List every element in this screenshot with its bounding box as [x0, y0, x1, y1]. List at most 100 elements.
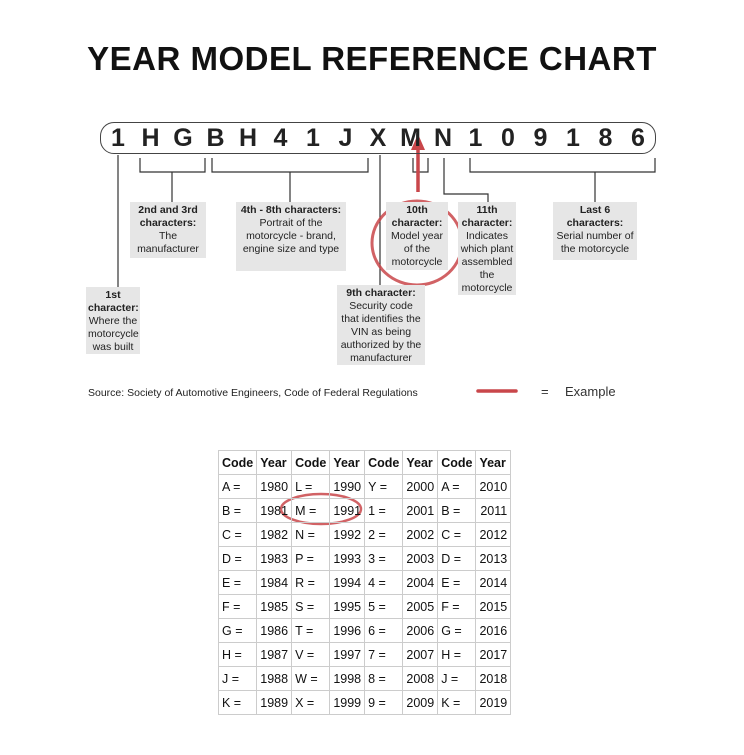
code-cell: Y =: [364, 474, 404, 499]
vin-character: 1: [111, 124, 125, 152]
table-row: C = 1982 N = 1992 2 = 2002 C = 2012: [217, 522, 512, 547]
code-cell: 9 =: [364, 690, 404, 715]
code-cell: 6 =: [364, 618, 404, 643]
bracket-last-6: [469, 158, 656, 202]
year-cell: 1980: [256, 474, 293, 499]
code-cell: G =: [437, 618, 477, 643]
year-cell: 2004: [402, 570, 439, 595]
header-code: Code: [217, 450, 258, 475]
year-cell: 1983: [256, 546, 293, 571]
year-cell: 1993: [329, 546, 366, 571]
header-year: Year: [256, 450, 293, 475]
year-cell: 1996: [329, 618, 366, 643]
code-cell: F =: [437, 594, 477, 619]
table-header-row: Code Year Code Year Code Year Code Year: [217, 450, 512, 475]
year-cell: 2010: [475, 474, 512, 499]
code-cell: E =: [217, 570, 258, 595]
bracket-10th: [412, 158, 429, 173]
vin-character: 1: [566, 124, 580, 152]
year-cell: 1985: [256, 594, 293, 619]
label-9th: 9th character: Security code that identif…: [337, 285, 425, 365]
vin-character: 1: [306, 124, 320, 152]
vin-character: 9: [533, 124, 548, 152]
code-cell: F =: [217, 594, 258, 619]
code-cell: 4 =: [364, 570, 404, 595]
year-cell: 1998: [329, 666, 366, 691]
code-cell: K =: [217, 690, 258, 715]
table-row: J = 1988 W = 1998 8 = 2008 J = 2018: [217, 666, 512, 691]
year-cell: 2000: [402, 474, 439, 499]
vin-character: 6: [631, 124, 645, 152]
code-cell: 5 =: [364, 594, 404, 619]
header-code: Code: [291, 450, 331, 475]
header-year: Year: [329, 450, 366, 475]
code-cell: N =: [291, 522, 331, 547]
code-cell: L =: [291, 474, 331, 499]
vin-character: 4: [273, 124, 288, 152]
year-cell: 2015: [475, 594, 512, 619]
year-cell: 1984: [256, 570, 293, 595]
vin-character: 1: [468, 124, 483, 152]
code-cell: H =: [217, 642, 258, 667]
year-cell: 1982: [256, 522, 293, 547]
year-cell: 1989: [256, 690, 293, 715]
year-cell: 2008: [402, 666, 439, 691]
code-cell: 3 =: [364, 546, 404, 571]
year-cell: 1999: [329, 690, 366, 715]
code-cell: R =: [291, 570, 331, 595]
table-row: H = 1987 V = 1997 7 = 2007 H = 2017: [217, 642, 512, 667]
code-cell: H =: [437, 642, 477, 667]
vin-character: J: [338, 124, 353, 152]
legend-equals: =: [541, 384, 549, 399]
code-cell: T =: [291, 618, 331, 643]
year-cell: 2018: [475, 666, 512, 691]
year-cell: 2006: [402, 618, 439, 643]
code-cell: J =: [217, 666, 258, 691]
code-cell: B =: [217, 498, 258, 523]
code-cell: 2 =: [364, 522, 404, 547]
table-row: D = 1983 P = 1993 3 = 2003 D = 2013: [217, 546, 512, 571]
code-cell: X =: [291, 690, 331, 715]
code-cell: A =: [217, 474, 258, 499]
year-cell: 1988: [256, 666, 293, 691]
page-title: YEAR MODEL REFERENCE CHART: [87, 40, 657, 77]
header-code: Code: [437, 450, 477, 475]
year-cell: 1990: [329, 474, 366, 499]
code-cell: 7 =: [364, 642, 404, 667]
year-cell: 1981: [256, 498, 293, 523]
vin-character: B: [206, 124, 225, 152]
bracket-2nd-3rd: [139, 158, 206, 202]
year-cell: 1987: [256, 642, 293, 667]
year-cell: 2017: [475, 642, 512, 667]
header-code: Code: [364, 450, 404, 475]
vin-character: 8: [598, 124, 613, 152]
example-arrow-head: [411, 134, 425, 150]
year-cell: 2013: [475, 546, 512, 571]
vin-character: G: [173, 124, 193, 152]
label-4th-8th: 4th - 8th characters: Portrait of the mot…: [236, 202, 346, 271]
code-cell: J =: [437, 666, 477, 691]
bracket-11th: [443, 158, 489, 202]
year-cell: 1995: [329, 594, 366, 619]
legend-label: Example: [565, 384, 616, 399]
table-row: K = 1989 X = 1999 9 = 2009 K = 2019: [217, 690, 512, 715]
year-code-table: Code Year Code Year Code Year Code Year A = 1980…: [217, 450, 512, 715]
year-cell: 2007: [402, 642, 439, 667]
year-cell: 2002: [402, 522, 439, 547]
bracket-4th-8th: [211, 158, 369, 202]
code-cell: C =: [437, 522, 477, 547]
code-cell: V =: [291, 642, 331, 667]
table-row: A = 1980 L = 1990 Y = 2000 A = 2010: [217, 474, 512, 499]
header-year: Year: [402, 450, 439, 475]
code-cell: M =: [291, 498, 331, 523]
code-cell: W =: [291, 666, 331, 691]
vin-character: N: [433, 124, 453, 152]
code-cell: S =: [291, 594, 331, 619]
code-cell: 8 =: [364, 666, 404, 691]
code-cell: D =: [217, 546, 258, 571]
vin-character: X: [369, 124, 387, 152]
code-cell: B =: [437, 498, 477, 523]
year-cell: 2019: [475, 690, 512, 715]
table-row: B = 1981 M = 1991 1 = 2001 B = 2011: [217, 498, 512, 523]
year-cell: 1992: [329, 522, 366, 547]
